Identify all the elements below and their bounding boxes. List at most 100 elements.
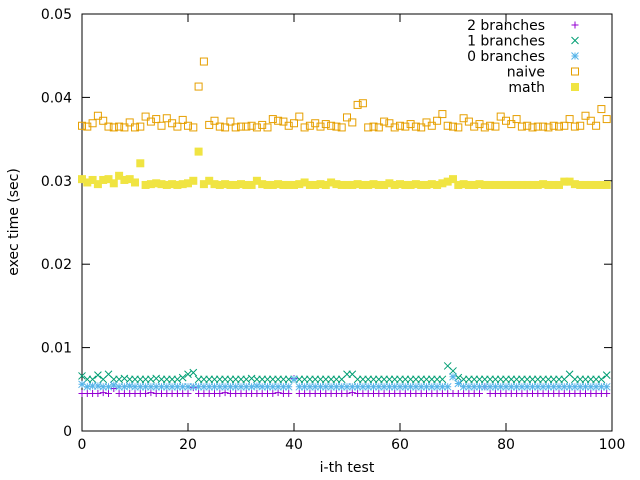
- data-point: [83, 382, 92, 391]
- data-point: [269, 389, 277, 397]
- data-point: [205, 382, 214, 391]
- data-point: [147, 382, 155, 391]
- data-point: [94, 371, 102, 379]
- data-point: [93, 111, 102, 120]
- data-point: [353, 382, 362, 391]
- data-point: [274, 382, 282, 391]
- data-point: [258, 382, 267, 391]
- data-point: [369, 122, 378, 131]
- data-point: [99, 116, 108, 125]
- series-math: [78, 147, 611, 189]
- data-point: [427, 382, 436, 391]
- data-point: [316, 382, 325, 391]
- data-point: [290, 119, 298, 128]
- data-point: [369, 382, 378, 391]
- data-point: [337, 382, 346, 391]
- data-point: [210, 116, 219, 125]
- data-point: [131, 382, 139, 391]
- data-point: [94, 389, 102, 397]
- data-point: [231, 382, 240, 391]
- y-tick-label: 0.02: [41, 257, 72, 273]
- legend-marker: [571, 52, 579, 60]
- data-point: [173, 382, 182, 391]
- data-point: [449, 372, 457, 381]
- legend-label: math: [508, 80, 545, 96]
- data-point: [178, 373, 187, 382]
- data-point: [274, 116, 283, 125]
- data-point: [332, 122, 341, 131]
- data-point: [306, 382, 314, 391]
- x-tick-label: 100: [599, 437, 626, 453]
- data-point: [507, 382, 516, 391]
- data-point: [295, 382, 304, 391]
- data-point: [242, 382, 251, 391]
- data-point: [512, 115, 521, 124]
- data-point: [581, 111, 590, 120]
- data-point: [560, 382, 569, 391]
- data-point: [348, 118, 357, 127]
- data-point: [300, 123, 309, 132]
- data-point: [189, 382, 198, 391]
- data-point: [78, 121, 86, 130]
- data-point: [136, 122, 145, 131]
- data-point: [544, 123, 553, 132]
- data-point: [115, 171, 124, 180]
- data-point: [502, 382, 510, 391]
- data-point: [581, 382, 590, 391]
- data-point: [109, 381, 118, 389]
- data-point: [146, 117, 155, 126]
- series-2-branches: [78, 374, 611, 397]
- data-point: [141, 112, 150, 121]
- data-point: [401, 382, 410, 391]
- data-point: [226, 382, 235, 391]
- data-point: [592, 121, 601, 130]
- legend-marker: [571, 21, 579, 29]
- data-point: [332, 382, 341, 391]
- data-point: [104, 382, 113, 391]
- data-point: [438, 110, 447, 119]
- data-point: [602, 115, 611, 124]
- y-axis-label: exec time (sec): [6, 168, 22, 276]
- y-tick-label: 0.05: [41, 7, 72, 23]
- data-point: [603, 389, 611, 397]
- data-point: [401, 122, 410, 131]
- data-point: [157, 121, 166, 130]
- data-point: [194, 82, 203, 91]
- data-point: [480, 123, 489, 132]
- data-point: [115, 122, 124, 131]
- data-point: [93, 180, 102, 189]
- data-point: [152, 115, 161, 124]
- data-point: [189, 176, 198, 185]
- data-point: [221, 389, 229, 397]
- data-point: [321, 120, 330, 129]
- data-point: [136, 159, 145, 168]
- data-point: [597, 375, 606, 384]
- data-point: [104, 175, 113, 184]
- data-point: [263, 123, 272, 132]
- data-point: [109, 123, 118, 132]
- data-point: [443, 382, 452, 391]
- data-point: [597, 105, 606, 114]
- data-point: [215, 382, 224, 391]
- data-point: [120, 123, 129, 132]
- data-point: [433, 116, 442, 125]
- data-point: [438, 382, 447, 391]
- data-point: [555, 122, 563, 131]
- data-point: [427, 121, 436, 130]
- series-layer: [78, 57, 611, 397]
- data-point: [364, 382, 373, 391]
- data-point: [412, 382, 420, 391]
- data-point: [78, 380, 86, 389]
- data-point: [470, 122, 479, 131]
- data-point: [374, 123, 383, 132]
- data-point: [284, 121, 293, 130]
- data-point: [358, 99, 367, 108]
- data-point: [173, 122, 182, 131]
- data-point: [221, 382, 229, 391]
- legend-label: 0 branches: [467, 49, 545, 65]
- y-tick-label: 0.04: [41, 90, 72, 106]
- data-point: [422, 382, 431, 391]
- data-point: [438, 375, 447, 384]
- data-point: [311, 382, 320, 391]
- data-point: [512, 382, 521, 391]
